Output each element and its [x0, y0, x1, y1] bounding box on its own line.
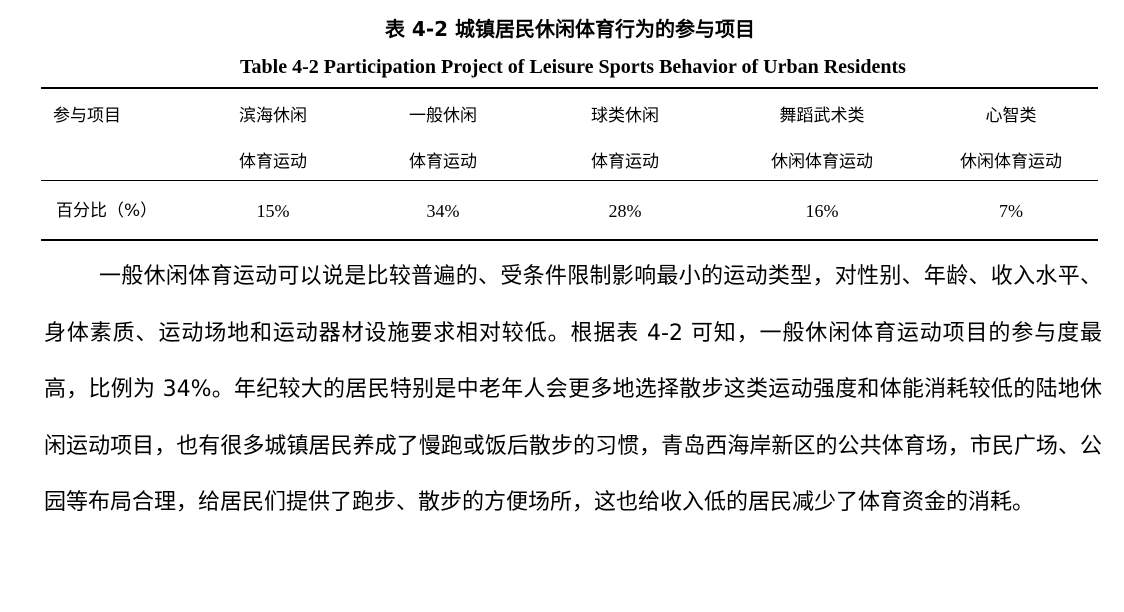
body-paragraph: 一般休闲体育运动可以说是比较普遍的、受条件限制影响最小的运动类型，对性别、年龄、…	[44, 264, 1102, 515]
table-caption-en: Table 4-2 Participation Project of Leisu…	[240, 56, 906, 78]
table-top-rule	[41, 87, 1098, 89]
header-cell-general: 一般休闲 体育运动	[409, 106, 477, 172]
value-cell-mind: 7%	[999, 201, 1023, 221]
value-cell-ball: 28%	[608, 201, 642, 221]
header-cell-mind: 心智类 休闲体育运动	[960, 106, 1062, 172]
header-cell-dance-martial: 舞蹈武术类 休闲体育运动	[771, 106, 873, 172]
value-cell-general: 34%	[426, 201, 460, 221]
table-mid-rule	[41, 180, 1098, 181]
header-cell-ball: 球类休闲 体育运动	[591, 106, 659, 172]
table-bottom-rule	[41, 239, 1098, 241]
table-caption-cn: 表 4-2 城镇居民休闲体育行为的参与项目	[384, 17, 756, 41]
value-cell-dance-martial: 16%	[805, 201, 839, 221]
header-cell-project: 参与项目	[53, 106, 121, 126]
value-cell-coastal: 15%	[256, 201, 290, 221]
row-label-percentage: 百分比（%）	[56, 201, 158, 221]
header-cell-coastal: 滨海休闲 体育运动	[239, 106, 307, 172]
